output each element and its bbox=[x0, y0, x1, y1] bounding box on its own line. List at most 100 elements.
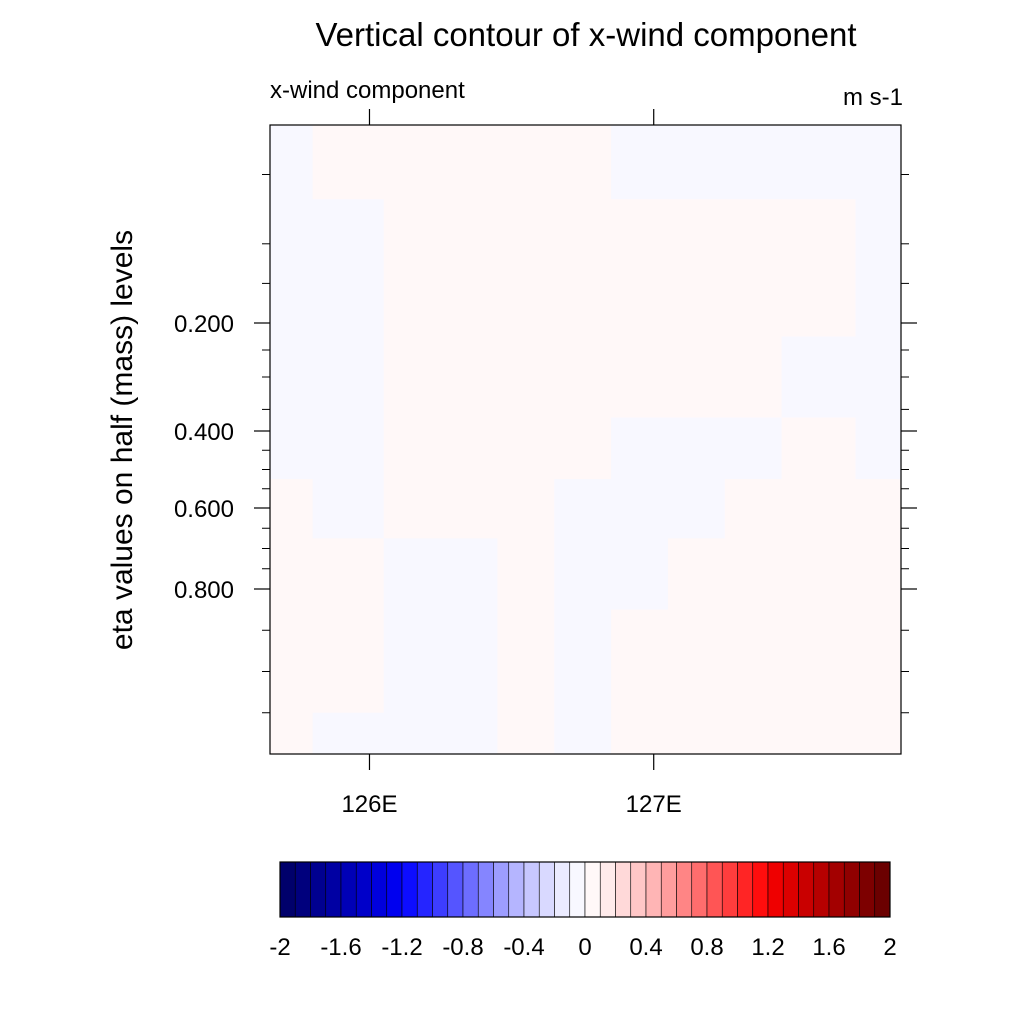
tick-labels: 126E 127E 0.200 0.400 0.600 0.800 bbox=[174, 311, 682, 818]
field-cell bbox=[440, 336, 498, 419]
chart-title: Vertical contour of x-wind component bbox=[315, 16, 856, 53]
field-cell bbox=[270, 479, 314, 539]
field-cell bbox=[667, 336, 726, 419]
field-cell bbox=[554, 199, 612, 338]
field-cell bbox=[781, 336, 857, 419]
field-cell bbox=[312, 712, 385, 755]
axis-ticks bbox=[254, 109, 917, 770]
field-cell bbox=[667, 417, 726, 480]
colorbar-box bbox=[874, 861, 891, 918]
colorbar: -2 -1.6 -1.2 -0.8 -0.4 0 0.4 0.8 1.2 1.6 2 bbox=[269, 861, 897, 961]
field-cell bbox=[667, 609, 726, 714]
colorbar-box bbox=[859, 861, 876, 918]
field-cell bbox=[724, 479, 783, 539]
plot-frame bbox=[269, 124, 902, 755]
field-cell bbox=[724, 417, 783, 480]
field-cell bbox=[667, 125, 726, 200]
field-cell bbox=[270, 417, 314, 480]
colorbar-box bbox=[508, 861, 525, 918]
field-cell bbox=[781, 609, 857, 714]
field-cell bbox=[312, 125, 385, 200]
field-cell bbox=[312, 479, 385, 539]
colorbar-box bbox=[538, 861, 555, 918]
field-cell bbox=[855, 538, 902, 611]
colorbar-box bbox=[630, 861, 647, 918]
field-cell bbox=[497, 538, 555, 611]
left-string: x-wind component bbox=[270, 77, 465, 104]
field-cell bbox=[440, 609, 498, 714]
field-cell bbox=[554, 336, 612, 419]
field-cell bbox=[781, 125, 857, 200]
colorbar-label: -0.8 bbox=[442, 934, 483, 961]
field-cell bbox=[554, 125, 612, 200]
colorbar-frame bbox=[279, 861, 891, 918]
field-cell bbox=[781, 712, 857, 755]
field-cell bbox=[855, 125, 902, 200]
field-cell bbox=[781, 479, 857, 539]
field-cell bbox=[611, 199, 669, 338]
colorbar-box bbox=[828, 861, 845, 918]
colorbar-box bbox=[737, 861, 754, 918]
field-cell bbox=[497, 479, 555, 539]
colorbar-box bbox=[676, 861, 693, 918]
colorbar-box bbox=[660, 861, 677, 918]
field-cell bbox=[667, 712, 726, 755]
field-cell bbox=[440, 199, 498, 338]
field-cell bbox=[312, 609, 385, 714]
field-cell bbox=[667, 538, 726, 611]
field-cell bbox=[554, 417, 612, 480]
colorbar-box bbox=[721, 861, 738, 918]
field-cell bbox=[497, 125, 555, 200]
colorbar-box bbox=[310, 861, 327, 918]
colorbar-box bbox=[371, 861, 388, 918]
colorbar-label: -2 bbox=[269, 934, 290, 961]
colorbar-box bbox=[401, 861, 418, 918]
colorbar-box bbox=[615, 861, 632, 918]
field-cell bbox=[724, 609, 783, 714]
colorbar-box bbox=[767, 861, 784, 918]
field-cell bbox=[724, 336, 783, 419]
colorbar-box bbox=[325, 861, 342, 918]
field-cell bbox=[312, 199, 385, 338]
field-cell bbox=[270, 125, 314, 200]
colorbar-box bbox=[493, 861, 510, 918]
field-cell bbox=[440, 125, 498, 200]
y-axis-label: eta values on half (mass) levels bbox=[106, 230, 139, 650]
y-tick-label: 0.200 bbox=[174, 311, 234, 338]
field-cell bbox=[855, 479, 902, 539]
colorbar-label: 0 bbox=[578, 934, 591, 961]
colorbar-box bbox=[386, 861, 403, 918]
colorbar-box bbox=[782, 861, 799, 918]
field-cell bbox=[611, 417, 669, 480]
field-cell bbox=[554, 609, 612, 714]
field-cell bbox=[724, 538, 783, 611]
field-cell bbox=[667, 199, 726, 338]
colorbar-box bbox=[569, 861, 586, 918]
field-cell bbox=[383, 336, 442, 419]
field-cell bbox=[554, 538, 612, 611]
field-cell bbox=[383, 712, 442, 755]
field-cell bbox=[855, 609, 902, 714]
field-cell bbox=[270, 336, 314, 419]
colorbar-box bbox=[294, 861, 311, 918]
x-tick-label: 127E bbox=[626, 791, 682, 818]
field-cell bbox=[383, 417, 442, 480]
colorbar-box bbox=[340, 861, 357, 918]
colorbar-box bbox=[645, 861, 662, 918]
field-cell bbox=[724, 199, 783, 338]
colorbar-box bbox=[416, 861, 433, 918]
y-tick-label: 0.800 bbox=[174, 577, 234, 604]
colorbar-box bbox=[813, 861, 830, 918]
field-cell bbox=[497, 336, 555, 419]
field-cell bbox=[497, 609, 555, 714]
colorbar-box bbox=[706, 861, 723, 918]
colorbar-box bbox=[691, 861, 708, 918]
colorbar-label: 0.8 bbox=[690, 934, 723, 961]
field-cell bbox=[440, 479, 498, 539]
units-string: m s-1 bbox=[843, 84, 903, 111]
colorbar-box bbox=[798, 861, 815, 918]
colorbar-box bbox=[554, 861, 571, 918]
colorbar-label: -1.6 bbox=[320, 934, 361, 961]
field-cell bbox=[611, 336, 669, 419]
colorbar-box bbox=[432, 861, 449, 918]
